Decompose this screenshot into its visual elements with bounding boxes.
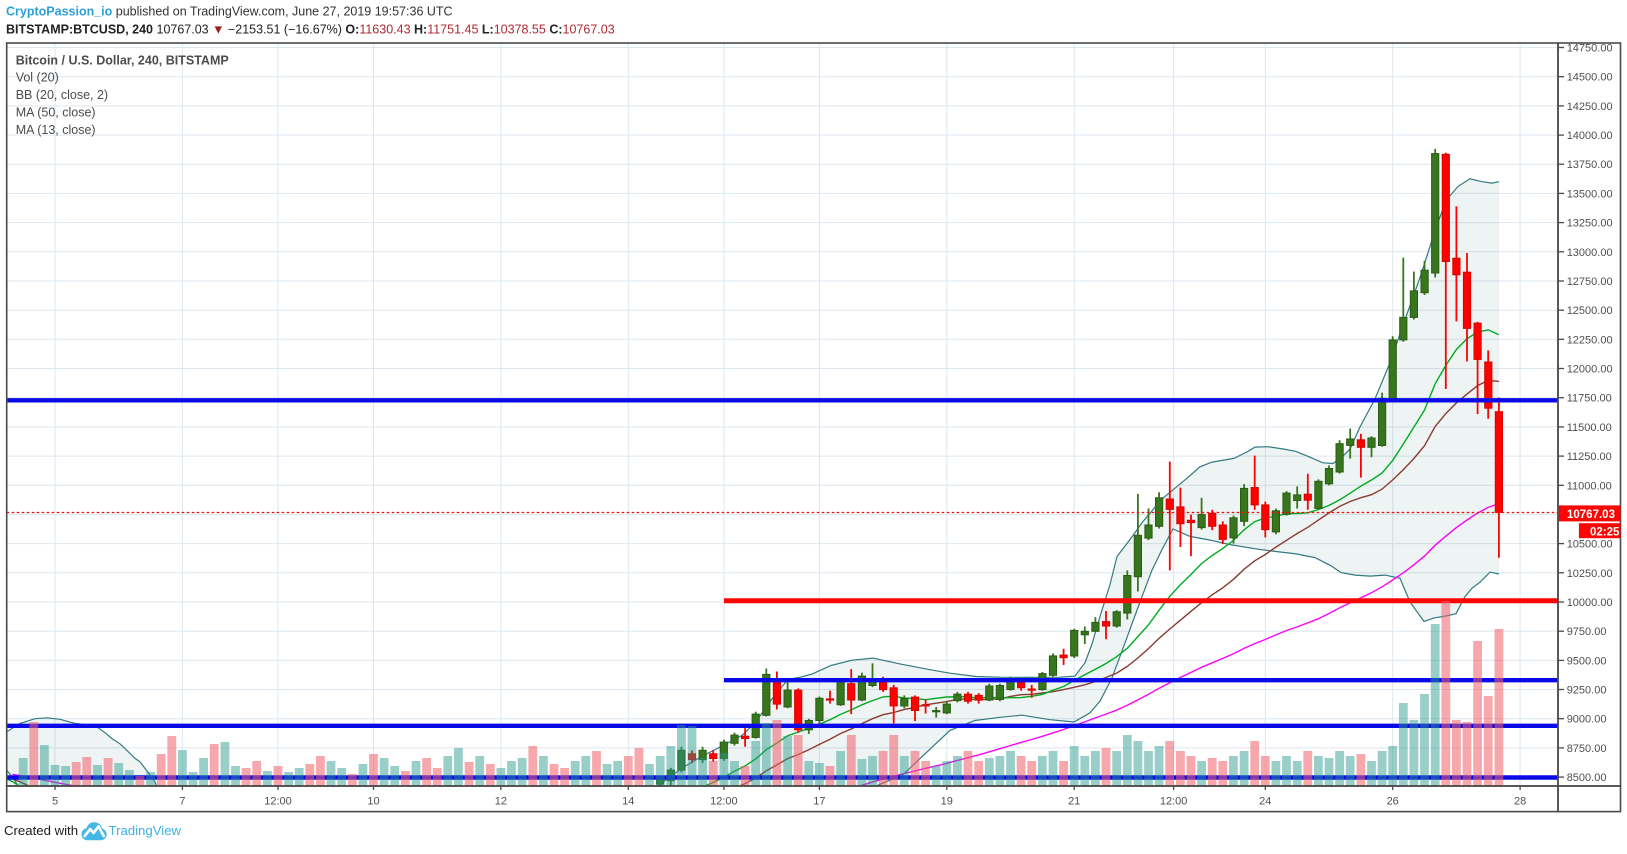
svg-text:24: 24 <box>1259 796 1271 808</box>
svg-text:13000.00: 13000.00 <box>1567 247 1613 259</box>
svg-text:11500.00: 11500.00 <box>1567 422 1612 434</box>
svg-text:Vol (20): Vol (20) <box>16 71 59 85</box>
svg-text:12:00: 12:00 <box>264 796 292 808</box>
svg-text:13500.00: 13500.00 <box>1567 188 1613 200</box>
svg-text:02:25: 02:25 <box>1590 527 1620 539</box>
svg-text:8750.00: 8750.00 <box>1567 743 1607 755</box>
svg-text:11000.00: 11000.00 <box>1567 480 1612 492</box>
svg-text:Created with: Created with <box>4 823 78 838</box>
svg-text:17: 17 <box>813 796 825 808</box>
svg-text:28: 28 <box>1514 796 1526 808</box>
svg-text:5: 5 <box>52 796 58 808</box>
svg-text:14: 14 <box>622 796 634 808</box>
svg-text:10500.00: 10500.00 <box>1567 539 1613 551</box>
svg-text:10000.00: 10000.00 <box>1567 597 1613 609</box>
svg-text:12750.00: 12750.00 <box>1567 276 1613 288</box>
svg-text:14250.00: 14250.00 <box>1567 101 1613 113</box>
svg-text:MA (13, close): MA (13, close) <box>16 123 96 137</box>
svg-text:8500.00: 8500.00 <box>1567 772 1607 784</box>
svg-text:10: 10 <box>367 796 379 808</box>
svg-text:13250.00: 13250.00 <box>1567 218 1613 230</box>
svg-text:9250.00: 9250.00 <box>1567 685 1607 697</box>
svg-text:12250.00: 12250.00 <box>1567 334 1613 346</box>
svg-text:BB (20, close, 2): BB (20, close, 2) <box>16 88 108 102</box>
svg-text:12:00: 12:00 <box>710 796 738 808</box>
svg-text:BITSTAMP:BTCUSD, 240 10767.03: BITSTAMP:BTCUSD, 240 10767.03 ▼ −2153.51… <box>6 22 615 36</box>
svg-text:11750.00: 11750.00 <box>1567 393 1612 405</box>
svg-text:TradingView: TradingView <box>109 823 182 838</box>
svg-text:MA (50, close): MA (50, close) <box>16 106 96 120</box>
svg-text:11250.00: 11250.00 <box>1567 451 1612 463</box>
svg-text:12000.00: 12000.00 <box>1567 364 1613 376</box>
svg-text:10767.03: 10767.03 <box>1567 509 1615 521</box>
svg-text:9750.00: 9750.00 <box>1567 626 1607 638</box>
svg-text:12500.00: 12500.00 <box>1567 305 1613 317</box>
svg-text:CryptoPassion_io published on: CryptoPassion_io published on TradingVie… <box>6 5 453 19</box>
svg-text:12: 12 <box>495 796 507 808</box>
svg-text:14500.00: 14500.00 <box>1567 72 1613 84</box>
svg-text:9500.00: 9500.00 <box>1567 655 1607 667</box>
svg-text:Bitcoin / U.S. Dollar, 240, BI: Bitcoin / U.S. Dollar, 240, BITSTAMP <box>16 54 229 68</box>
svg-text:21: 21 <box>1068 796 1080 808</box>
svg-text:19: 19 <box>941 796 953 808</box>
svg-text:7: 7 <box>179 796 185 808</box>
svg-text:9000.00: 9000.00 <box>1567 714 1607 726</box>
svg-text:14000.00: 14000.00 <box>1567 130 1613 142</box>
svg-text:14750.00: 14750.00 <box>1567 43 1613 55</box>
svg-text:26: 26 <box>1387 796 1399 808</box>
svg-text:12:00: 12:00 <box>1160 796 1188 808</box>
svg-text:10250.00: 10250.00 <box>1567 568 1613 580</box>
svg-text:13750.00: 13750.00 <box>1567 159 1613 171</box>
